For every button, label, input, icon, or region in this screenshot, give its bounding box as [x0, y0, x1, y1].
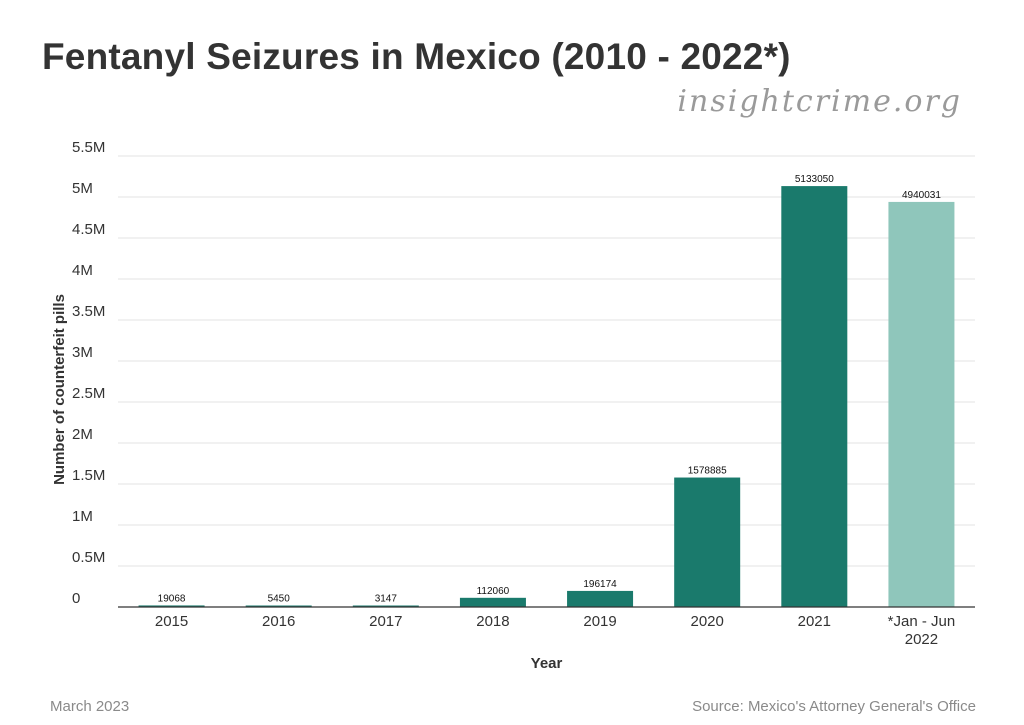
bar — [674, 477, 741, 607]
data-label: 4940031 — [902, 190, 941, 201]
data-label: 112060 — [477, 586, 510, 597]
data-label: 19068 — [158, 593, 186, 604]
data-label: 5133050 — [795, 174, 834, 185]
bar — [781, 186, 848, 607]
footer-date: March 2023 — [50, 698, 130, 715]
y-tick-label: 0 — [72, 590, 80, 607]
data-label: 5450 — [268, 594, 291, 605]
y-tick-label: 2M — [72, 426, 93, 443]
x-axis-tick-labels: 2015 2016 2017 2018 2019 2020 2021 *Jan - Jun 20… — [155, 613, 955, 648]
data-label: 3147 — [375, 594, 398, 605]
x-tick-label: 2018 — [476, 613, 509, 630]
x-tick-label: 2021 — [798, 613, 831, 630]
footer-source: Source: Mexico's Attorney General's Offi… — [692, 698, 976, 715]
x-tick-label: 2020 — [691, 613, 724, 630]
bar — [245, 605, 312, 607]
y-tick-label: 5M — [72, 180, 93, 197]
bar — [888, 201, 955, 607]
y-tick-label: 3M — [72, 344, 93, 361]
y-tick-label: 1M — [72, 508, 93, 525]
x-tick-label: *Jan - Jun 2022 — [888, 613, 956, 648]
y-tick-label: 5.5M — [72, 139, 105, 156]
y-tick-label: 4.5M — [72, 221, 105, 238]
x-tick-label: 2017 — [369, 613, 402, 630]
bar — [459, 597, 526, 607]
data-label: 1578885 — [688, 466, 727, 477]
bar — [352, 605, 419, 607]
chart-title: Fentanyl Seizures in Mexico (2010 - 2022… — [42, 36, 791, 77]
y-tick-label: 3.5M — [72, 303, 105, 320]
bar — [567, 590, 634, 607]
y-tick-label: 2.5M — [72, 385, 105, 402]
y-tick-label: 0.5M — [72, 549, 105, 566]
data-labels: 19068 5450 3147 112060 196174 1578885 5133050 4… — [158, 174, 942, 604]
bars — [138, 186, 955, 607]
bar — [138, 605, 205, 607]
y-tick-label: 4M — [72, 262, 93, 279]
data-label: 196174 — [583, 579, 617, 590]
x-tick-label: 2019 — [583, 613, 616, 630]
brand-watermark: insightcrime.org — [677, 84, 962, 119]
y-tick-label: 1.5M — [72, 467, 105, 484]
x-tick-label: 2016 — [262, 613, 295, 630]
y-axis-tick-labels: 0 0.5M 1M 1.5M 2M 2.5M 3M 3.5M 4M 4.5M 5M 5.5M — [72, 139, 105, 607]
x-axis-title: Year — [531, 655, 563, 672]
x-tick-label: 2015 — [155, 613, 188, 630]
y-axis-title: Number of counterfeit pills — [51, 294, 68, 485]
